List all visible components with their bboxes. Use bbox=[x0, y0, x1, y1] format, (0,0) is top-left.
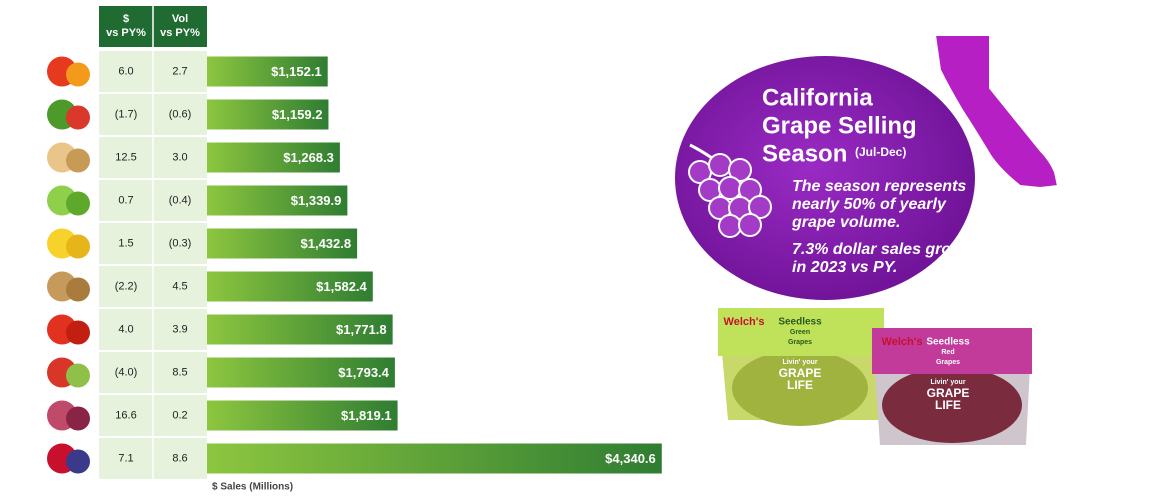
produce-icon bbox=[47, 443, 90, 474]
callout-title: Grape Selling bbox=[762, 112, 917, 139]
table-value: 4.5 bbox=[172, 280, 187, 292]
table-value: 16.6 bbox=[115, 409, 136, 421]
bar bbox=[207, 443, 662, 474]
package-label: Red bbox=[941, 349, 954, 356]
icon-part bbox=[66, 234, 90, 259]
package-slogan: GRAPE bbox=[927, 386, 970, 400]
icon-part bbox=[66, 320, 90, 345]
produce-icon bbox=[47, 400, 90, 431]
grape-icon bbox=[688, 143, 772, 238]
bar-value-label: $1,432.8 bbox=[301, 236, 352, 251]
bar-value-label: $1,819.1 bbox=[341, 408, 392, 423]
package-label: Grapes bbox=[936, 359, 960, 366]
callout-note: grape volume. bbox=[791, 214, 900, 231]
red-package bbox=[872, 328, 1032, 445]
bar bbox=[207, 271, 373, 302]
table-value: 1.5 bbox=[118, 237, 133, 249]
bar bbox=[207, 357, 395, 388]
icon-part bbox=[66, 406, 90, 431]
bar-value-label: $1,793.4 bbox=[338, 365, 389, 380]
table-value: (0.3) bbox=[169, 237, 192, 249]
icon-part bbox=[66, 105, 90, 130]
icon-part bbox=[66, 277, 90, 302]
callout-title: Season bbox=[762, 140, 847, 167]
table-value: 12.5 bbox=[115, 151, 136, 163]
bar-value-label: $4,340.6 bbox=[605, 451, 656, 466]
package-slogan: GRAPE bbox=[779, 366, 822, 380]
callout-note: in 2023 vs PY. bbox=[792, 259, 897, 276]
column-header: $ bbox=[123, 13, 129, 25]
icon-part bbox=[66, 191, 90, 216]
table-value: 3.9 bbox=[172, 323, 187, 335]
package-label: Seedless bbox=[778, 317, 822, 328]
produce-icon bbox=[47, 228, 90, 259]
package-slogan: Livin' your bbox=[782, 359, 817, 366]
produce-icon bbox=[47, 56, 90, 87]
bar bbox=[207, 142, 340, 173]
produce-icon bbox=[47, 99, 90, 130]
bar bbox=[207, 99, 329, 130]
bar-value-label: $1,159.2 bbox=[272, 107, 323, 122]
produce-icon bbox=[47, 314, 90, 345]
table-value: 8.6 bbox=[172, 452, 187, 464]
callout-note: 7.3% dollar sales growth bbox=[792, 241, 979, 258]
package-brand: Welch's bbox=[882, 336, 923, 348]
package-label: Seedless bbox=[926, 337, 970, 348]
produce-icon bbox=[47, 357, 90, 388]
table-value: (0.6) bbox=[169, 108, 192, 120]
bar-value-label: $1,771.8 bbox=[336, 322, 387, 337]
table-value: 8.5 bbox=[172, 366, 187, 378]
package-label: Grapes bbox=[788, 339, 812, 346]
bar-value-label: $1,268.3 bbox=[283, 150, 334, 165]
bar bbox=[207, 228, 358, 259]
bar-value-label: $1,152.1 bbox=[271, 64, 322, 79]
bar bbox=[207, 56, 328, 87]
package-brand: Welch's bbox=[724, 316, 765, 328]
bar bbox=[207, 400, 398, 431]
table-value: (0.4) bbox=[169, 194, 192, 206]
table-value: (4.0) bbox=[115, 366, 138, 378]
column-header: vs PY% bbox=[106, 27, 146, 39]
package-label: Green bbox=[790, 329, 810, 336]
table-value: 4.0 bbox=[118, 323, 133, 335]
icon-part bbox=[66, 148, 90, 173]
column-header: Vol bbox=[172, 13, 188, 25]
callout-bubble bbox=[675, 56, 975, 300]
package-slogan: Livin' your bbox=[930, 379, 965, 386]
callout-title: California bbox=[762, 84, 873, 111]
callout-note: nearly 50% of yearly bbox=[792, 196, 947, 213]
package-slogan: LIFE bbox=[935, 398, 961, 412]
icon-part bbox=[66, 449, 90, 474]
callout-season: (Jul-Dec) bbox=[855, 145, 906, 159]
produce-icon bbox=[47, 185, 90, 216]
bar bbox=[207, 185, 348, 216]
table-value: 7.1 bbox=[118, 452, 133, 464]
bar-value-label: $1,339.9 bbox=[291, 193, 342, 208]
produce-icon bbox=[47, 271, 90, 302]
table-value: 0.7 bbox=[118, 194, 133, 206]
column-header: vs PY% bbox=[160, 27, 200, 39]
bar-value-label: $1,582.4 bbox=[316, 279, 367, 294]
table-value: 3.0 bbox=[172, 151, 187, 163]
bar bbox=[207, 314, 393, 345]
table-value: 2.7 bbox=[172, 65, 187, 77]
icon-part bbox=[66, 62, 90, 87]
green-package bbox=[718, 308, 884, 426]
callout-note: The season represents bbox=[792, 178, 966, 195]
produce-icon bbox=[47, 142, 90, 173]
california-shape bbox=[933, 34, 1060, 190]
table-value: 6.0 bbox=[118, 65, 133, 77]
table-value: 0.2 bbox=[172, 409, 187, 421]
x-axis-label: $ Sales (Millions) bbox=[212, 482, 293, 493]
icon-part bbox=[66, 363, 90, 388]
table-value: (1.7) bbox=[115, 108, 138, 120]
table-value: (2.2) bbox=[115, 280, 138, 292]
package-slogan: LIFE bbox=[787, 378, 813, 392]
